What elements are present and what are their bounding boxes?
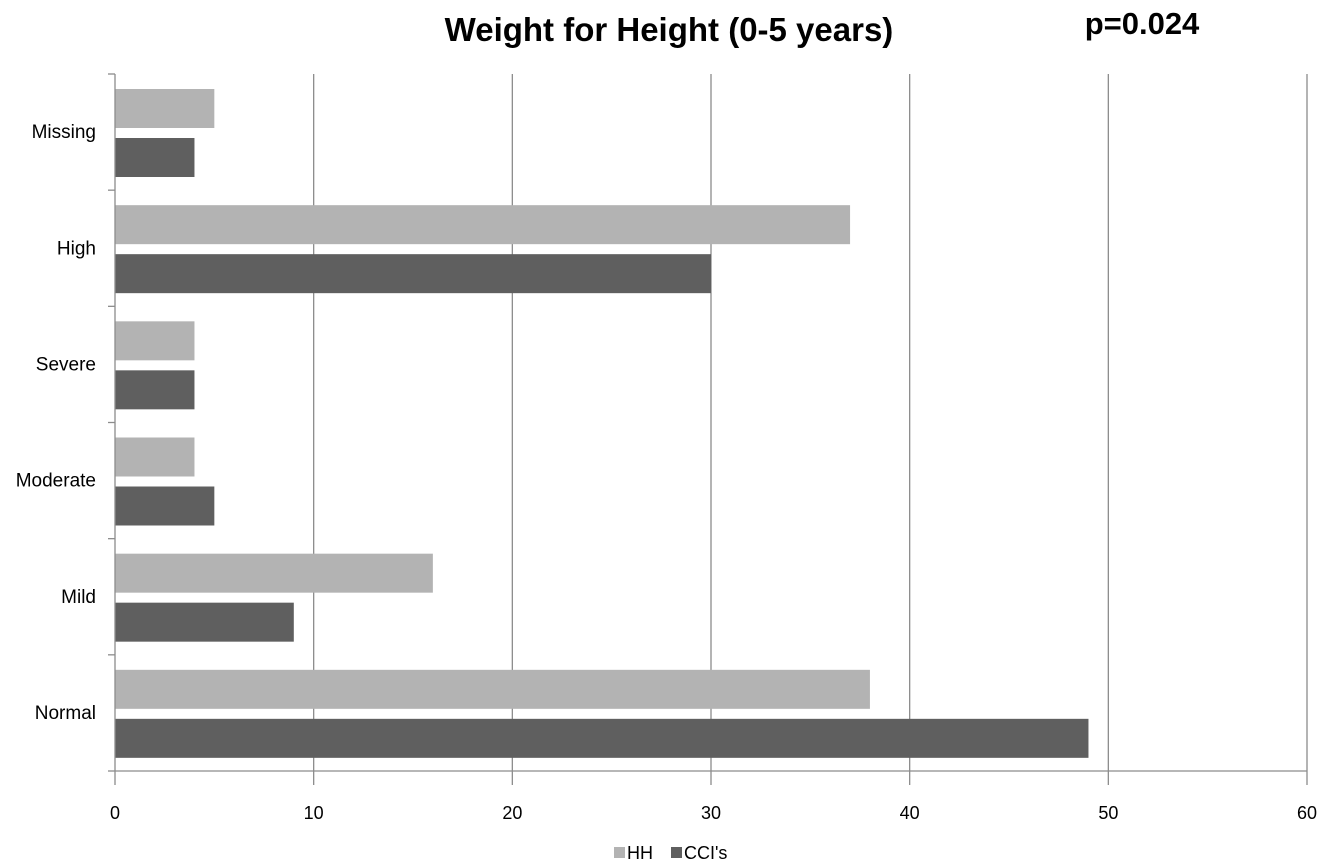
- category-label-mild: Mild: [61, 587, 96, 608]
- bar-mild-ccis: [115, 602, 294, 642]
- x-tick-label-50: 50: [1098, 803, 1118, 823]
- gridlines: [313, 74, 1308, 785]
- legend-swatch-ccis: [671, 847, 682, 858]
- category-label-missing: Missing: [32, 122, 96, 143]
- category-label-moderate: Moderate: [16, 471, 96, 492]
- bar-high-hh: [115, 205, 851, 245]
- bar-missing-hh: [115, 89, 215, 128]
- bar-mild-hh: [115, 553, 433, 593]
- x-tick-label-60: 60: [1297, 803, 1317, 823]
- category-label-high: High: [57, 238, 96, 259]
- category-label-normal: Normal: [35, 703, 96, 724]
- x-tick-label-0: 0: [110, 803, 120, 823]
- p-value-annotation: p=0.024: [1085, 6, 1200, 41]
- x-tick-label-20: 20: [502, 803, 522, 823]
- legend-label-hh: HH: [627, 843, 653, 863]
- bar-severe-hh: [115, 321, 195, 361]
- x-tick-label-30: 30: [701, 803, 721, 823]
- category-label-severe: Severe: [36, 354, 96, 375]
- bar-missing-ccis: [115, 138, 195, 177]
- legend-swatch-hh: [614, 847, 625, 858]
- bar-normal-ccis: [115, 718, 1089, 758]
- x-tick-label-10: 10: [304, 803, 324, 823]
- bar-normal-hh: [115, 669, 870, 709]
- chart-title: Weight for Height (0-5 years): [445, 11, 894, 48]
- bar-severe-ccis: [115, 370, 195, 410]
- axes: [108, 73, 1307, 785]
- legend: HH CCI's: [614, 843, 727, 863]
- bars: [115, 89, 1089, 758]
- x-tick-label-40: 40: [900, 803, 920, 823]
- x-tick-labels: 0 10 20 30 40 50 60: [110, 803, 1317, 823]
- bar-moderate-hh: [115, 437, 195, 477]
- legend-label-ccis: CCI's: [684, 843, 727, 863]
- bar-moderate-ccis: [115, 486, 215, 526]
- category-labels: Missing High Severe Moderate Mild Normal: [16, 122, 96, 724]
- bar-high-ccis: [115, 254, 711, 294]
